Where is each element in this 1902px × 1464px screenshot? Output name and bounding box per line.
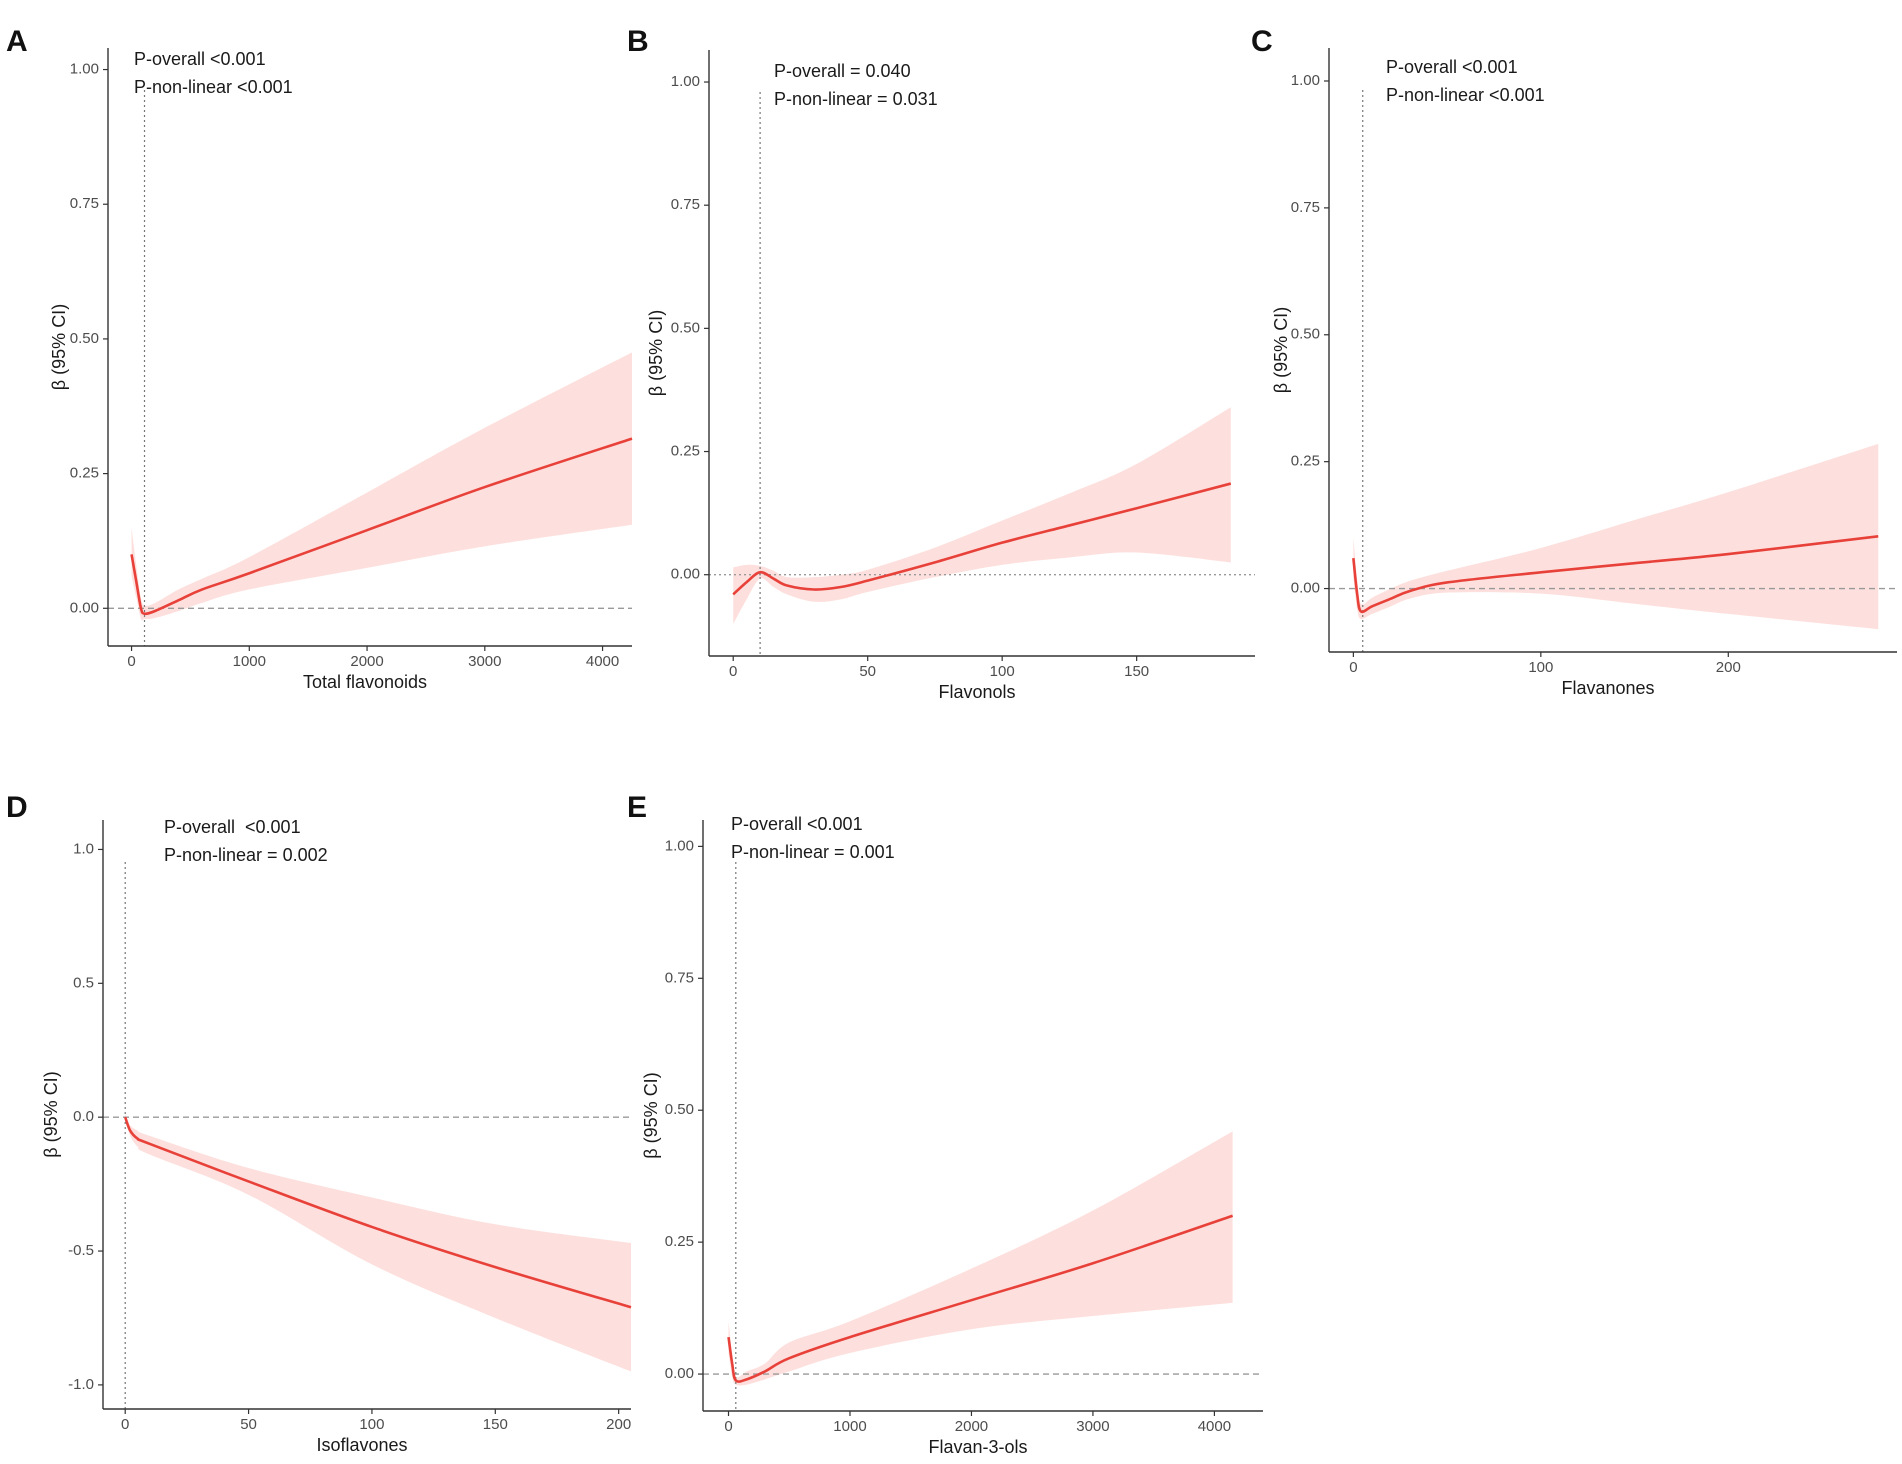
y-axis-title: β (95% CI) — [641, 1072, 661, 1158]
y-tick-label: 0.50 — [1291, 326, 1320, 343]
y-tick-label: 1.00 — [70, 61, 99, 78]
y-tick-label: 0.00 — [1291, 580, 1320, 597]
p-overall-annotation: P-overall <0.001 — [1386, 57, 1518, 77]
p-nonlinear-annotation: P-non-linear = 0.031 — [774, 89, 938, 109]
p-nonlinear-annotation: P-non-linear <0.001 — [1386, 85, 1545, 105]
y-tick-label: 0.50 — [70, 330, 99, 347]
y-tick-label: 0.50 — [671, 319, 700, 336]
panel-b: B 0.00 0.25 0.50 0.75 1.00 0 50 100 150 Flavonols β… — [627, 25, 1255, 702]
y-tick-label: 0.75 — [70, 195, 99, 212]
y-axis-title: β (95% CI) — [1271, 307, 1291, 393]
y-tick-label: 0.75 — [671, 196, 700, 213]
p-overall-annotation: P-overall <0.001 — [164, 817, 301, 837]
y-tick-label: 0.00 — [665, 1365, 694, 1382]
panel-letter: C — [1251, 25, 1273, 58]
panel-letter: E — [627, 791, 647, 824]
x-axis-title: Flavanones — [1561, 678, 1654, 698]
x-tick-label: 4000 — [1198, 1418, 1231, 1435]
y-tick-label: 1.00 — [1291, 72, 1320, 89]
y-tick-label: 0.25 — [1291, 453, 1320, 470]
x-tick-label: 3000 — [468, 653, 501, 670]
confidence-band — [733, 407, 1231, 624]
y-tick-label: 0.75 — [1291, 199, 1320, 216]
x-tick-label: 3000 — [1076, 1418, 1109, 1435]
x-tick-label: 150 — [483, 1416, 508, 1433]
panel-a: A 0.00 0.25 0.50 0.75 1.00 0 1000 2000 3000 4000 To… — [6, 25, 633, 692]
confidence-band — [728, 1131, 1233, 1386]
p-overall-annotation: P-overall <0.001 — [731, 814, 863, 834]
y-tick-label: -1.0 — [68, 1376, 94, 1393]
confidence-band — [125, 1114, 632, 1372]
p-nonlinear-annotation: P-non-linear = 0.002 — [164, 845, 328, 865]
x-axis-title: Flavonols — [938, 682, 1015, 702]
x-tick-label: 4000 — [586, 653, 619, 670]
x-tick-label: 50 — [240, 1416, 257, 1433]
confidence-band — [131, 352, 633, 621]
panel-d: D -1.0 -0.5 0.0 0.5 1.0 0 50 100 150 200 Isoflavone… — [6, 791, 632, 1455]
x-tick-label: 0 — [724, 1418, 732, 1435]
y-tick-label: 0.00 — [671, 566, 700, 583]
x-tick-label: 1000 — [233, 653, 266, 670]
p-overall-annotation: P-overall = 0.040 — [774, 61, 911, 81]
x-axis-title: Total flavonoids — [303, 672, 427, 692]
x-tick-label: 150 — [1124, 663, 1149, 680]
x-tick-label: 0 — [729, 663, 737, 680]
x-tick-label: 100 — [990, 663, 1015, 680]
x-tick-label: 0 — [121, 1416, 129, 1433]
confidence-band — [1353, 443, 1879, 630]
x-tick-label: 1000 — [833, 1418, 866, 1435]
x-tick-label: 200 — [606, 1416, 631, 1433]
y-tick-label: 0.25 — [665, 1233, 694, 1250]
y-tick-label: 0.00 — [70, 599, 99, 616]
effect-curve — [123, 1116, 632, 1309]
y-tick-label: 0.25 — [70, 465, 99, 482]
p-nonlinear-annotation: P-non-linear = 0.001 — [731, 842, 895, 862]
x-tick-label: 100 — [359, 1416, 384, 1433]
x-tick-label: 50 — [859, 663, 876, 680]
x-tick-label: 0 — [1349, 659, 1357, 676]
y-tick-label: 1.0 — [73, 840, 94, 857]
effect-curve — [727, 1214, 1234, 1383]
y-tick-label: 0.5 — [73, 974, 94, 991]
y-axis-title: β (95% CI) — [646, 310, 666, 396]
x-tick-label: 2000 — [350, 653, 383, 670]
y-tick-label: 1.00 — [671, 73, 700, 90]
effect-curve — [1352, 534, 1879, 614]
panel-c: C 0.00 0.25 0.50 0.75 1.00 0 100 200 Flavanones β … — [1251, 25, 1897, 698]
panel-e: E 0.00 0.25 0.50 0.75 1.00 0 1000 2000 3000 4000 Fl… — [627, 791, 1263, 1457]
x-tick-label: 2000 — [955, 1418, 988, 1435]
x-tick-label: 200 — [1716, 659, 1741, 676]
y-axis-title: β (95% CI) — [41, 1071, 61, 1157]
p-overall-annotation: P-overall <0.001 — [134, 49, 266, 69]
effect-curve — [130, 437, 633, 616]
y-tick-label: 0.75 — [665, 969, 694, 986]
y-tick-label: -0.5 — [68, 1242, 94, 1259]
x-tick-label: 0 — [127, 653, 135, 670]
x-tick-label: 100 — [1528, 659, 1553, 676]
panel-letter: B — [627, 25, 649, 58]
panel-letter: D — [6, 791, 28, 824]
panel-letter: A — [6, 25, 28, 58]
x-axis-title: Isoflavones — [316, 1435, 407, 1455]
y-tick-label: 0.25 — [671, 443, 700, 460]
x-axis-title: Flavan-3-ols — [928, 1437, 1027, 1457]
y-tick-label: 0.50 — [665, 1101, 694, 1118]
y-tick-label: 0.0 — [73, 1108, 94, 1125]
y-axis-title: β (95% CI) — [49, 304, 69, 390]
p-nonlinear-annotation: P-non-linear <0.001 — [134, 77, 293, 97]
effect-curve — [732, 482, 1232, 596]
y-tick-label: 1.00 — [665, 837, 694, 854]
